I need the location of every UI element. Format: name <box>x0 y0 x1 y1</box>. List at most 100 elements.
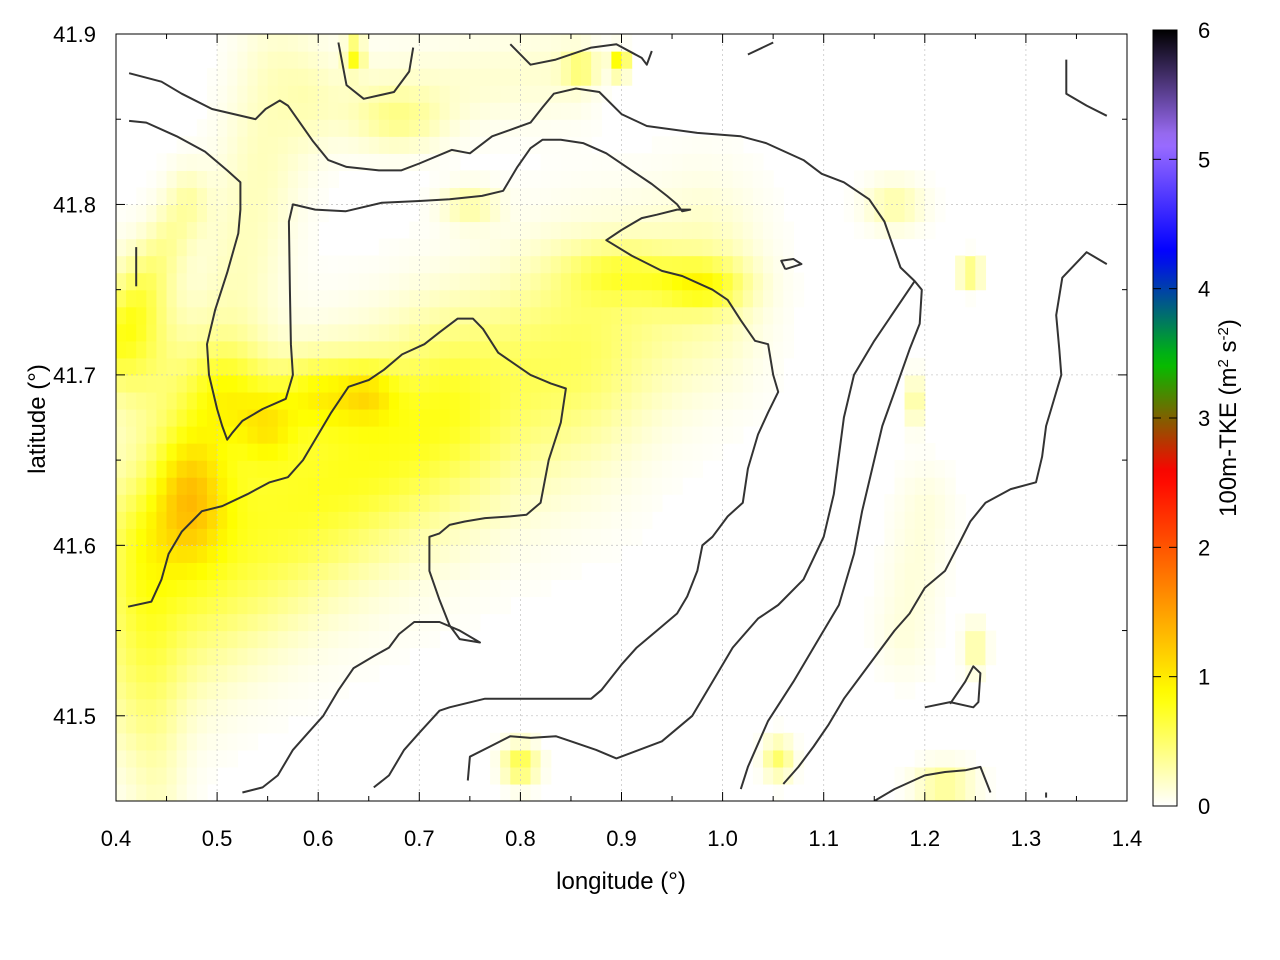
heatmap-cell <box>196 357 208 376</box>
heatmap-cell <box>217 715 228 734</box>
heatmap-cell <box>338 51 350 69</box>
heatmap-cell <box>257 698 269 717</box>
heatmap-cell <box>146 391 158 410</box>
heatmap-cell <box>692 272 703 291</box>
heatmap-cell <box>166 391 178 410</box>
heatmap-cell <box>378 68 390 86</box>
heatmap-cell <box>287 477 299 495</box>
heatmap-cell <box>864 170 875 188</box>
heatmap-cell <box>146 272 158 291</box>
terrain-contour-line <box>924 665 982 709</box>
heatmap-cell <box>196 647 208 666</box>
heatmap-cell <box>247 426 259 444</box>
heatmap-cell <box>176 494 188 512</box>
heatmap-cell <box>742 289 754 308</box>
heatmap-cell <box>328 494 340 512</box>
heatmap-cell <box>126 766 137 785</box>
heatmap-cell <box>894 221 906 240</box>
heatmap-cell <box>247 204 259 223</box>
heatmap-cell <box>459 579 471 598</box>
heatmap-cell <box>874 170 885 188</box>
heatmap-cell <box>166 715 178 734</box>
heatmap-cell <box>308 51 319 69</box>
heatmap-cell <box>388 136 400 154</box>
heatmap-cell <box>116 391 127 410</box>
heatmap-cell <box>318 34 329 52</box>
heatmap-cell <box>257 408 269 427</box>
heatmap-cell <box>419 477 431 495</box>
heatmap-cell <box>237 443 249 461</box>
heatmap-cell <box>156 391 168 410</box>
heatmap-cell <box>136 511 147 529</box>
heatmap-cell <box>864 596 875 615</box>
heatmap-cell <box>712 426 724 444</box>
heatmap-cell <box>156 579 168 598</box>
heatmap-cell <box>651 460 663 478</box>
heatmap-cell <box>308 119 319 137</box>
heatmap-cell <box>601 289 612 308</box>
heatmap-cell <box>409 426 420 444</box>
heatmap-cell <box>186 749 198 768</box>
heatmap-cell <box>217 85 228 103</box>
heatmap-cell <box>206 272 218 291</box>
heatmap-cell <box>692 289 703 308</box>
contour-lines <box>127 41 1108 801</box>
heatmap-cell <box>146 715 158 734</box>
heatmap-cell <box>904 443 916 461</box>
heatmap-cell <box>490 426 501 444</box>
heatmap-cell <box>570 545 582 563</box>
heatmap-cell <box>277 477 289 495</box>
heatmap-cell <box>530 221 542 240</box>
heatmap-cell <box>338 153 350 171</box>
heatmap-cell <box>419 289 431 308</box>
heatmap-cell <box>247 357 259 376</box>
heatmap-cell <box>570 494 582 512</box>
heatmap-cell <box>449 460 461 478</box>
heatmap-cell <box>955 783 966 801</box>
heatmap-cell <box>116 715 127 734</box>
heatmap-cell <box>166 596 178 615</box>
heatmap-cell <box>399 119 410 137</box>
heatmap-cell <box>287 238 299 257</box>
heatmap-cell <box>419 204 431 223</box>
heatmap-cell <box>924 494 936 512</box>
heatmap-cell <box>621 51 633 69</box>
heatmap-cell <box>510 289 521 308</box>
heatmap-cell <box>490 357 501 376</box>
heatmap-cell <box>570 357 582 376</box>
heatmap-cell <box>257 119 269 137</box>
heatmap-cell <box>540 221 552 240</box>
heatmap-cell <box>368 85 380 103</box>
heatmap-cell <box>581 323 592 342</box>
heatmap-cell <box>884 204 896 223</box>
heatmap-cell <box>763 732 774 751</box>
heatmap-cell <box>479 562 491 581</box>
heatmap-cell <box>449 545 461 563</box>
heatmap-cell <box>661 340 673 359</box>
heatmap-cell <box>530 306 542 325</box>
heatmap-cell <box>297 68 309 86</box>
heatmap-cell <box>530 170 542 188</box>
heatmap-cell <box>449 85 461 103</box>
heatmap-cell <box>237 511 249 529</box>
heatmap-cell <box>752 323 764 342</box>
heatmap-cell <box>894 630 906 649</box>
heatmap-cell <box>247 68 259 86</box>
heatmap-cell <box>874 596 885 615</box>
heatmap-cell <box>348 391 360 410</box>
heatmap-cell <box>126 562 137 581</box>
heatmap-cell <box>773 272 784 291</box>
heatmap-cell <box>459 443 471 461</box>
heatmap-cell <box>166 630 178 649</box>
heatmap-cell <box>247 85 259 103</box>
heatmap-cell <box>500 85 511 103</box>
heatmap-cell <box>186 630 198 649</box>
heatmap-cell <box>409 119 420 137</box>
heatmap-cell <box>894 460 906 478</box>
heatmap-cell <box>237 357 249 376</box>
heatmap-cell <box>328 357 340 376</box>
heatmap-cell <box>732 289 744 308</box>
heatmap-cell <box>469 528 481 546</box>
heatmap-cell <box>196 460 208 478</box>
heatmap-cell <box>712 374 724 393</box>
